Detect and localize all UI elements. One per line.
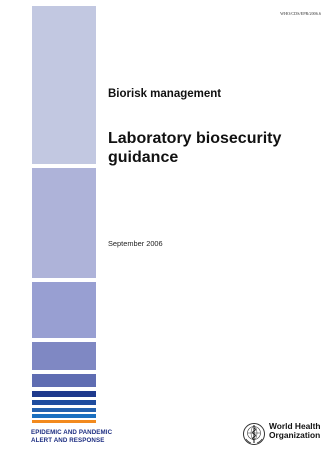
title-line-1: Laboratory biosecurity bbox=[108, 130, 282, 147]
document-reference: WHO/CDS/EPR/2006.6 bbox=[280, 11, 321, 16]
organization-line-2: Organization bbox=[269, 430, 321, 440]
publication-date: September 2006 bbox=[108, 239, 163, 248]
program-label: EPIDEMIC AND PANDEMIC ALERT AND RESPONSE bbox=[31, 429, 151, 444]
color-band-2 bbox=[32, 168, 96, 278]
color-band-4 bbox=[32, 342, 96, 370]
who-emblem-icon bbox=[243, 423, 265, 445]
color-band-1 bbox=[32, 6, 96, 164]
organization-line-1: World Health bbox=[269, 422, 321, 431]
program-line-1: EPIDEMIC AND PANDEMIC bbox=[31, 429, 113, 436]
organization-name: World Health Organization bbox=[269, 422, 323, 440]
color-band-9 bbox=[32, 414, 96, 418]
program-line-2: ALERT AND RESPONSE bbox=[31, 436, 105, 444]
document-title: Laboratory biosecurity guidance bbox=[108, 129, 318, 167]
color-band-7 bbox=[32, 400, 96, 405]
color-band-8 bbox=[32, 408, 96, 412]
color-band-6 bbox=[32, 391, 96, 397]
color-band-orange bbox=[32, 420, 96, 423]
document-subtitle: Biorisk management bbox=[108, 88, 222, 100]
title-line-2: guidance bbox=[108, 149, 179, 166]
color-band-3 bbox=[32, 282, 96, 338]
color-band-5 bbox=[32, 374, 96, 387]
